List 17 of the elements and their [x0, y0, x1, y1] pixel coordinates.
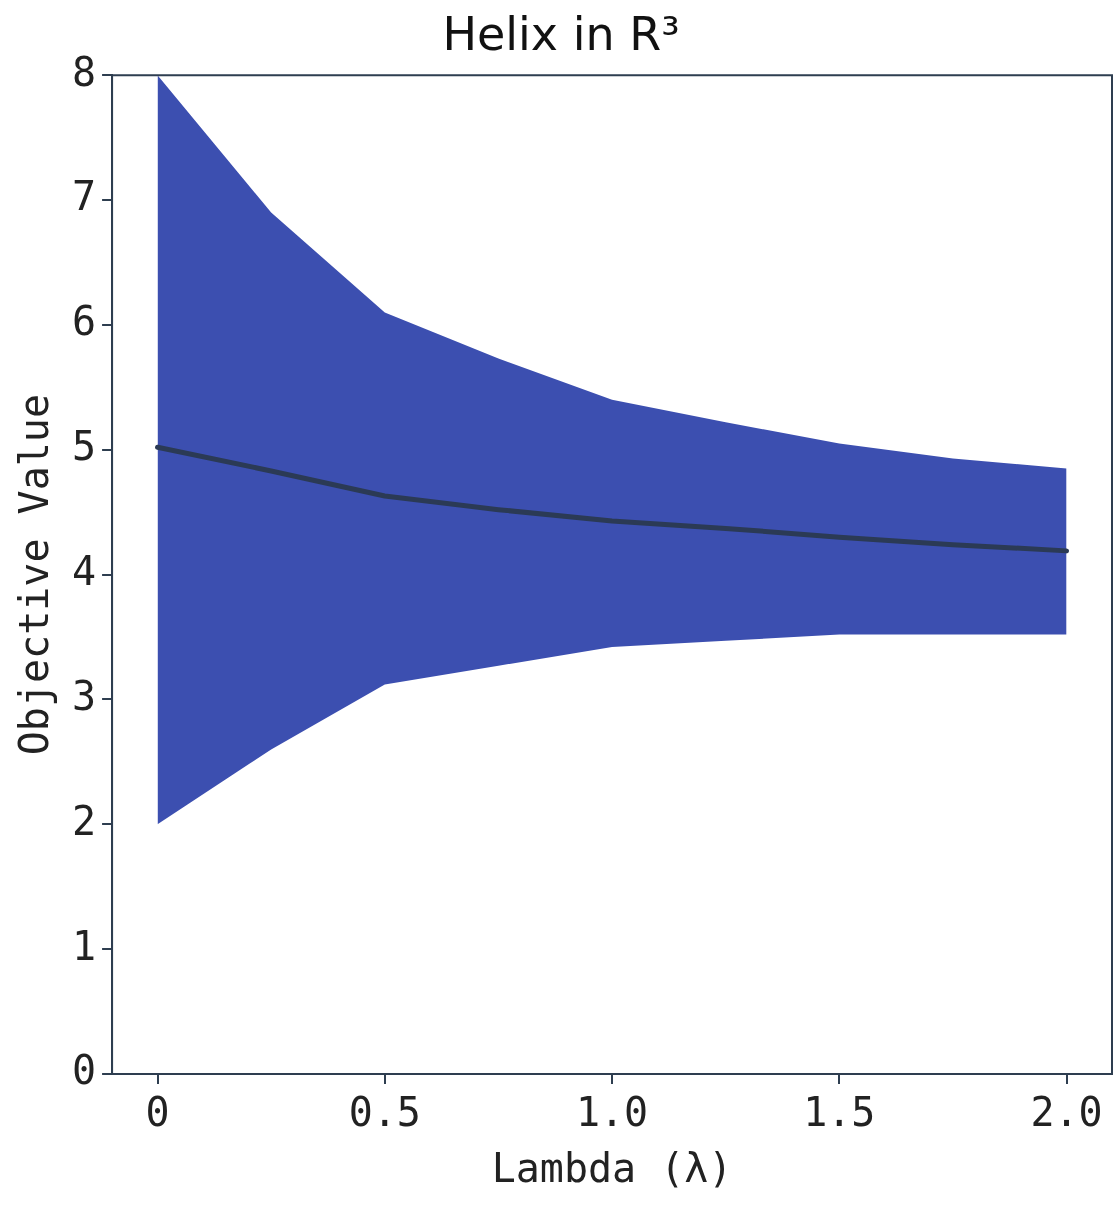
y-tick-label: 7 [71, 173, 97, 220]
chart-title: Helix in R³ [442, 6, 680, 61]
y-tick-label: 6 [71, 298, 97, 345]
x-tick-label: 1.5 [803, 1089, 876, 1136]
x-tick-label: 0 [145, 1089, 170, 1136]
y-tick-label: 4 [71, 547, 97, 594]
y-tick-label: 8 [71, 48, 97, 95]
y-tick-label: 3 [71, 672, 97, 719]
x-tick-label: 1.0 [575, 1089, 649, 1136]
x-axis-title: Lambda (λ) [491, 1145, 733, 1192]
y-tick-label: 5 [71, 423, 97, 470]
x-tick-label: 0.5 [348, 1089, 421, 1136]
y-axis-title: Objective Value [11, 393, 58, 756]
y-tick-label: 0 [71, 1047, 97, 1094]
y-tick-label: 1 [71, 922, 97, 969]
y-tick-label: 2 [71, 797, 97, 844]
x-tick-label: 2.0 [1030, 1089, 1103, 1136]
